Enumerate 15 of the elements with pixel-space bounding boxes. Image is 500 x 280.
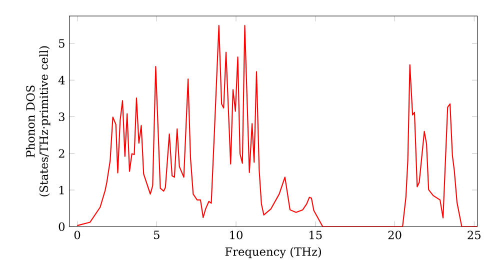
y-tick-label: 2	[58, 149, 64, 158]
x-tick-label: 25	[468, 230, 480, 240]
x-tick-label: 20	[388, 230, 402, 240]
x-tick-label: 0	[74, 230, 80, 240]
x-tick-label: 10	[230, 230, 242, 240]
y-axis-title: Phonon DOS (States/THz·primitive cell)	[26, 46, 50, 196]
x-tick-label: 15	[310, 230, 322, 240]
y-tick-label: 1	[59, 186, 64, 194]
y-tick-label: 4	[58, 76, 65, 84]
y-tick-label: 5	[59, 39, 64, 48]
x-tick-label: 5	[154, 230, 160, 240]
line-series	[76, 24, 478, 227]
x-axis-title: Frequency (THz)	[225, 247, 322, 258]
y-tick-label: 3	[58, 112, 64, 122]
y-tick-label: 0	[58, 222, 65, 231]
